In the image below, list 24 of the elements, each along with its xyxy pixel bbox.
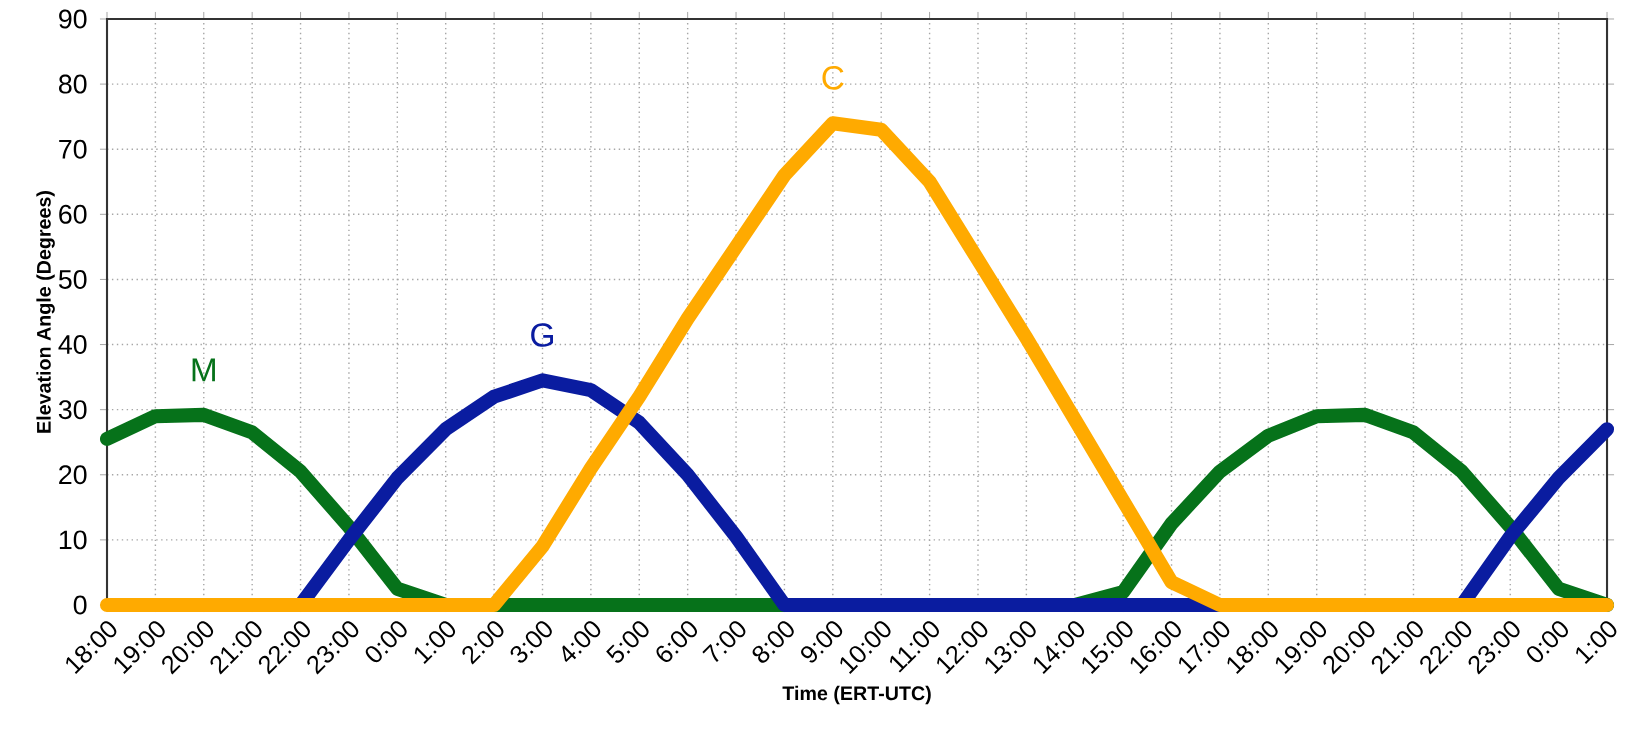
x-tick-label: 4:00 bbox=[562, 621, 601, 663]
y-tick-label: 40 bbox=[58, 335, 87, 355]
x-tick-label: 6:00 bbox=[656, 621, 698, 663]
series-label: M bbox=[192, 358, 215, 382]
series-label: G bbox=[531, 323, 553, 347]
y-tick-label: 50 bbox=[58, 269, 87, 289]
y-tick-label: 70 bbox=[59, 139, 87, 159]
x-tick-label: 8:00 bbox=[752, 621, 794, 663]
x-tick-label: 0:00 bbox=[1527, 621, 1569, 663]
x-tick-label: 9:00 bbox=[801, 621, 843, 663]
x-tick-label: 7:00 bbox=[702, 621, 746, 663]
y-tick-label: 20 bbox=[59, 465, 87, 485]
y-tick-label: 30 bbox=[58, 400, 87, 420]
x-tick-label: 5:00 bbox=[606, 621, 649, 663]
x-tick-label: 3:00 bbox=[510, 621, 552, 663]
y-tick-label: 80 bbox=[59, 74, 87, 94]
y-axis-title: Elevation Angle (Degrees) bbox=[36, 191, 55, 433]
y-tick-label: 0 bbox=[73, 595, 87, 615]
y-tick-label: 60 bbox=[59, 204, 87, 224]
x-axis-title: Time (ERT-UTC) bbox=[782, 685, 931, 705]
y-tick-label: 90 bbox=[59, 9, 87, 29]
y-tick-label: 10 bbox=[59, 530, 87, 550]
series-label: C bbox=[822, 66, 844, 90]
x-tick-label: 0:00 bbox=[365, 621, 407, 663]
